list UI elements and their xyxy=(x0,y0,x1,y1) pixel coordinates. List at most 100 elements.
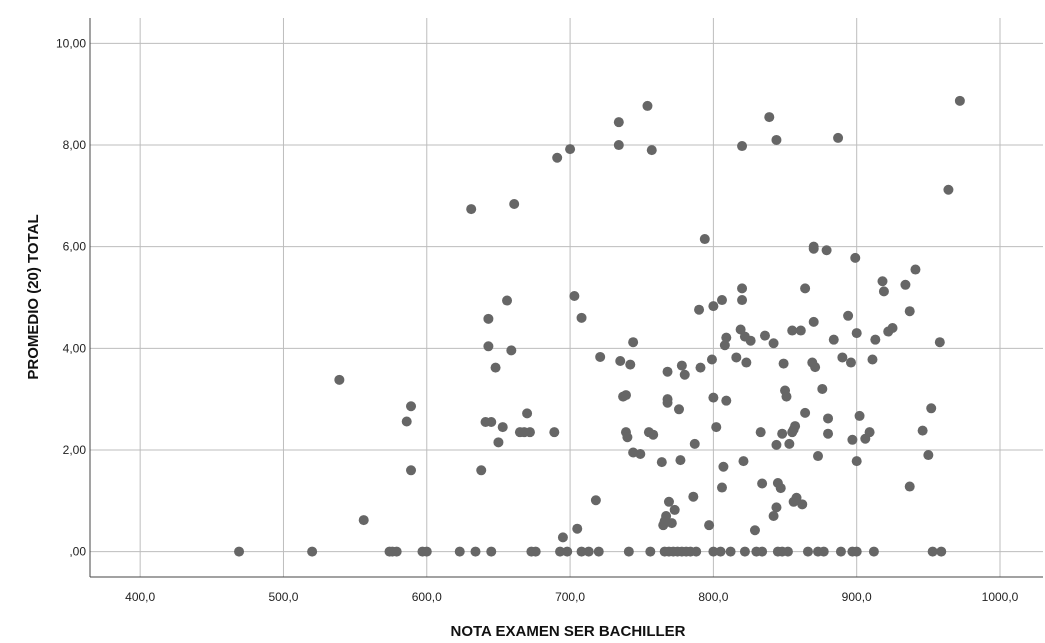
data-point xyxy=(828,334,839,345)
data-point xyxy=(850,252,861,263)
data-point xyxy=(623,546,634,557)
data-point xyxy=(936,546,947,557)
data-point xyxy=(486,546,497,557)
data-point xyxy=(837,352,848,363)
data-point xyxy=(823,428,834,439)
data-point xyxy=(731,352,742,363)
data-point xyxy=(817,383,828,394)
data-point xyxy=(781,391,792,402)
data-point xyxy=(864,427,875,438)
data-point xyxy=(358,515,369,526)
y-tick-label: 4,00 xyxy=(63,341,87,355)
data-point xyxy=(854,410,865,421)
data-point xyxy=(843,310,854,321)
data-point xyxy=(768,338,779,349)
data-point xyxy=(877,276,888,287)
data-point xyxy=(787,325,798,336)
data-point xyxy=(778,358,789,369)
data-point xyxy=(421,546,432,557)
data-point xyxy=(782,546,793,557)
data-point xyxy=(800,283,811,294)
data-point xyxy=(699,234,710,245)
data-point xyxy=(808,316,819,327)
data-point xyxy=(745,335,756,346)
data-point xyxy=(711,422,722,433)
data-point xyxy=(771,439,782,450)
data-point xyxy=(954,95,965,106)
data-point xyxy=(719,340,730,351)
data-point xyxy=(739,546,750,557)
data-point xyxy=(768,511,779,522)
data-point xyxy=(673,404,684,415)
tick-labels: 400,0 500,0 600,0 700,0 800,0 900,0 1000,0 ,00 2… xyxy=(56,36,1019,604)
data-point xyxy=(557,532,568,543)
data-point xyxy=(656,457,667,468)
data-point xyxy=(635,449,646,460)
data-point xyxy=(466,204,477,215)
data-point xyxy=(613,140,624,151)
y-tick-label: 8,00 xyxy=(63,138,87,152)
data-point xyxy=(522,408,533,419)
x-tick-label: 400,0 xyxy=(125,590,155,604)
data-point xyxy=(867,354,878,365)
data-point xyxy=(406,465,417,476)
axes xyxy=(89,18,1043,578)
data-point xyxy=(910,264,921,275)
x-tick-label: 600,0 xyxy=(412,590,442,604)
data-point xyxy=(715,546,726,557)
data-point xyxy=(802,546,813,557)
data-point xyxy=(549,427,560,438)
data-point xyxy=(675,455,686,466)
data-point xyxy=(648,429,659,440)
data-point xyxy=(738,456,749,467)
data-point xyxy=(662,366,673,377)
data-point xyxy=(926,403,937,414)
data-point xyxy=(704,520,715,531)
data-point xyxy=(646,145,657,156)
data-point xyxy=(645,546,656,557)
data-point xyxy=(708,546,719,557)
data-point xyxy=(506,345,517,356)
x-tick-label: 800,0 xyxy=(698,590,728,604)
data-point xyxy=(716,482,727,493)
data-point xyxy=(870,334,881,345)
data-point xyxy=(572,523,583,534)
y-tick-label: ,00 xyxy=(69,545,86,559)
data-point xyxy=(689,438,700,449)
data-point xyxy=(486,417,497,428)
data-point xyxy=(797,499,808,510)
data-point xyxy=(759,330,770,341)
x-tick-label: 900,0 xyxy=(842,590,872,604)
data-point xyxy=(716,295,727,306)
data-point xyxy=(590,495,601,506)
x-tick-label: 700,0 xyxy=(555,590,585,604)
y-tick-label: 6,00 xyxy=(63,240,87,254)
data-point xyxy=(847,434,858,445)
data-point xyxy=(334,374,345,385)
data-point xyxy=(483,313,494,324)
data-point xyxy=(562,546,573,557)
data-point xyxy=(470,546,481,557)
data-point xyxy=(764,112,775,123)
data-point xyxy=(775,483,786,494)
data-point xyxy=(813,451,824,462)
data-point xyxy=(721,332,732,343)
data-point xyxy=(791,492,802,503)
data-point xyxy=(927,546,938,557)
data-point xyxy=(622,432,633,443)
data-point xyxy=(725,546,736,557)
data-point xyxy=(904,481,915,492)
data-point xyxy=(502,295,513,306)
x-axis-title: NOTA EXAMEN SER BACHILLER xyxy=(450,623,685,640)
data-point xyxy=(593,546,604,557)
data-point xyxy=(878,286,889,297)
data-point xyxy=(835,546,846,557)
data-point xyxy=(923,450,934,461)
data-point xyxy=(662,397,673,408)
data-point xyxy=(808,243,819,254)
data-point xyxy=(771,502,782,513)
data-point xyxy=(688,491,699,502)
data-point xyxy=(497,422,508,433)
data-point xyxy=(784,438,795,449)
data-point xyxy=(741,357,752,368)
